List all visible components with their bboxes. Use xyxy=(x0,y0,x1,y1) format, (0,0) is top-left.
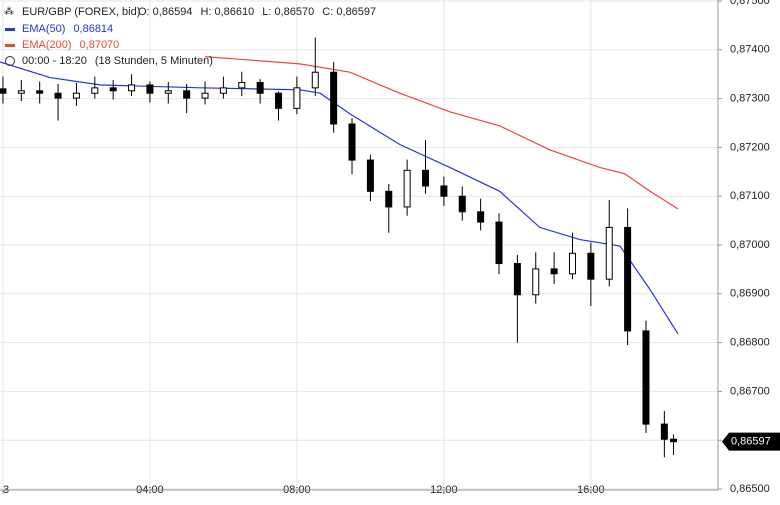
y-tick-label: 0,86500 xyxy=(730,483,770,495)
candle-body xyxy=(72,92,80,99)
time-range: 00:00 - 18:20 xyxy=(22,55,87,67)
candle-body xyxy=(275,92,283,109)
candle-body xyxy=(495,221,503,265)
candle-body xyxy=(238,81,246,89)
y-tick-label: 0,86800 xyxy=(730,337,770,349)
ema-line xyxy=(204,56,679,210)
candle-body xyxy=(458,195,466,213)
candle-body xyxy=(201,92,209,99)
candle-body xyxy=(146,84,154,94)
candle-body xyxy=(256,81,264,94)
last-price-box xyxy=(722,432,780,451)
y-tick-label: 0,87000 xyxy=(730,239,770,251)
candle-body xyxy=(532,268,540,296)
legend-swatch xyxy=(5,28,15,31)
candle-body xyxy=(36,90,44,94)
y-tick-label: 0,87300 xyxy=(730,92,770,104)
candle-body xyxy=(366,159,374,192)
candle-body xyxy=(440,185,448,197)
icon: ⁂ xyxy=(4,7,14,18)
candle-body xyxy=(513,263,521,296)
candle-body xyxy=(164,90,172,94)
candle-body xyxy=(605,226,613,280)
candle-body xyxy=(568,252,576,275)
time-span: (18 Stunden, 5 Minuten) xyxy=(95,55,213,67)
y-tick-label: 0,87400 xyxy=(730,44,770,56)
candle-body xyxy=(330,71,338,125)
quote-value: O: 0,86594 xyxy=(138,6,192,18)
candle-body xyxy=(670,438,678,443)
legend-value: 0,87070 xyxy=(80,39,120,51)
candle-body xyxy=(54,92,62,99)
last-price-label: 0,86597 xyxy=(731,436,771,448)
candle-body xyxy=(660,423,668,440)
y-tick-label: 0,86900 xyxy=(730,288,770,300)
quote-value: L: 0,86570 xyxy=(262,6,314,18)
legend-label: EMA(200) xyxy=(22,39,72,51)
y-tick-label: 0,87200 xyxy=(730,141,770,153)
y-tick-label: 0,86700 xyxy=(730,385,770,397)
candle-body xyxy=(422,169,430,187)
candle-body xyxy=(17,90,25,94)
candle-body xyxy=(293,87,301,109)
candle-body xyxy=(91,87,99,94)
legend-swatch xyxy=(5,44,15,47)
candle-body xyxy=(311,71,319,89)
candle-body xyxy=(550,268,558,275)
candle-body xyxy=(624,226,632,332)
quote-value: C: 0,86597 xyxy=(322,6,376,18)
candle-body xyxy=(587,252,595,280)
candle-body xyxy=(0,88,7,94)
header: EUR/GBP (FOREX, bid) ⁂ O: 0,86594 H: 0,8661… xyxy=(4,6,376,67)
chart-title: EUR/GBP (FOREX, bid) xyxy=(22,6,140,18)
legend-label: EMA(50) xyxy=(22,23,65,35)
candle-body xyxy=(128,84,136,92)
candle-body xyxy=(385,190,393,208)
quote-value: H: 0,86610 xyxy=(200,6,254,18)
clock-icon xyxy=(5,56,15,66)
candle-body xyxy=(403,169,411,208)
candle-body xyxy=(477,211,485,223)
legend-value: 0,86814 xyxy=(73,23,113,35)
candle-body xyxy=(109,87,117,92)
y-tick-label: 0,87100 xyxy=(730,190,770,202)
y-tick-label: 0,87500 xyxy=(730,0,770,7)
candle-body xyxy=(348,123,356,161)
candle-body xyxy=(183,90,191,99)
candle-body xyxy=(219,87,227,94)
candle-body xyxy=(642,330,650,425)
